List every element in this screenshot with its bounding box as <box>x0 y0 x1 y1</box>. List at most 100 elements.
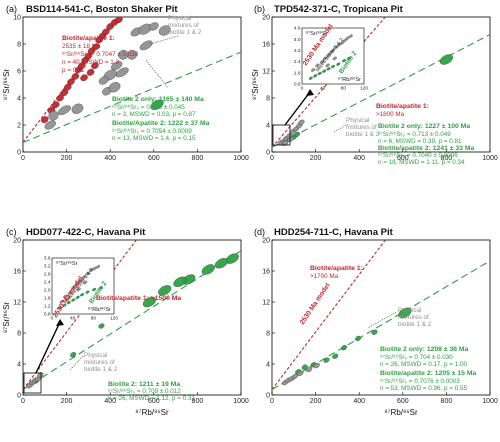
y-tick-label: 12 <box>13 299 21 306</box>
annotation: ⁸⁷Sr/⁸⁶Sr₀ = 0.709 ± 0.012 <box>108 388 181 395</box>
x-tick-label: 0 <box>270 155 274 162</box>
y-tick-label: 4 <box>17 361 21 368</box>
inset-y-tick-label: 4.8 <box>294 26 301 32</box>
annotation: Biotite/apatite 1: <box>62 35 115 42</box>
biotite1-point <box>86 68 95 76</box>
annotation: Physical <box>398 307 421 314</box>
x-tick-label: 200 <box>310 155 322 162</box>
inset-biotite2-point <box>336 62 341 66</box>
biotite1-point <box>51 101 60 109</box>
inset-mixture-point <box>81 275 86 280</box>
biotite1-point <box>80 74 88 82</box>
x-tick-label: 800 <box>441 155 453 162</box>
y-axis-label: ⁸⁷Sr/⁸⁶Sr <box>251 69 260 100</box>
mixture-point <box>305 366 313 373</box>
plot-frame <box>22 16 242 153</box>
inset-biotite2-point <box>58 306 62 310</box>
inset: 0 40 80 120 0.8 1.6 2.4 3.2 4.0 4.8 ⁸⁷Sr/⁸⁶Sr ⁸⁷Rb/… <box>272 26 368 146</box>
mixture-point <box>115 67 129 78</box>
model-isochron-line <box>23 240 137 390</box>
annotation: Physical <box>346 117 369 124</box>
mixture-point <box>158 25 171 36</box>
model-isochron-line <box>272 240 386 390</box>
y-tick-label: 16 <box>262 268 270 275</box>
annotation: ⁸⁷Sr/⁸⁶Sr₀ = 0.7040 ± 0.0006 <box>378 152 458 159</box>
biotite1-point <box>84 52 93 60</box>
biotite1-point <box>92 43 100 51</box>
zoom-arrowhead <box>56 319 64 326</box>
plot-area <box>23 240 241 391</box>
y-tick-label: 20 <box>262 237 270 244</box>
annotation: n = 53, MSWD = 0.96, p = 0.55 <box>380 385 467 392</box>
y-tick-label: 2 <box>17 122 21 129</box>
x-tick-label: 200 <box>61 155 73 162</box>
x-tick-label: 600 <box>397 155 409 162</box>
mixture-point <box>287 136 294 142</box>
biotite2-point <box>150 99 164 110</box>
mixture-point <box>118 49 129 60</box>
panel-title: TPD542-371-C, Tropicana Pit <box>274 4 404 15</box>
inset-y-tick-label: 1.2 <box>44 304 51 310</box>
biotite2-point <box>439 54 453 65</box>
inset-y-tick-label: 2.8 <box>44 272 51 278</box>
annotation: ⁸⁷Sr/⁸⁶Sr₀ = 0.7076 ± 0.0003 <box>380 378 460 385</box>
x-tick-label: 600 <box>148 398 160 405</box>
annotation: biotite 1 & 2 <box>398 321 432 328</box>
inset-biotite2-point <box>326 67 331 71</box>
inset-mixture-point <box>315 63 320 68</box>
annotation: n = 40, MSWD = 1.3 <box>62 59 120 66</box>
x-tick-label: 200 <box>310 398 322 405</box>
biotite1-point <box>91 62 99 69</box>
biotite2-point <box>323 357 330 363</box>
inset-mixture-point <box>67 291 72 295</box>
x-tick-label: 800 <box>192 398 204 405</box>
inset-mixture-point <box>322 56 328 61</box>
x-tick-label: 1000 <box>482 398 498 405</box>
biotite2-point <box>98 323 105 329</box>
inset-x-tick-label: 80 <box>341 86 347 92</box>
inset-mixture-point <box>59 299 64 304</box>
biotite2-point <box>201 264 215 275</box>
panel-label: (b) <box>254 4 265 14</box>
annotation: ⁸⁷Sr/⁸⁶Sr₀ = 0.720 ± 0.045 <box>112 104 185 111</box>
annotation: p = 0.11 <box>62 67 85 74</box>
y-tick-label: 0 <box>266 149 270 156</box>
inset-x-tick-label: 40 <box>320 86 326 92</box>
annotation: 2535 ± 18 Ma <box>62 43 101 50</box>
y-axis-label: ⁸⁷Sr/⁸⁶Sr <box>2 302 11 333</box>
x-tick-label: 0 <box>270 398 274 405</box>
inset-mixture-point <box>78 278 83 283</box>
panel-label: (c) <box>6 227 17 237</box>
inset-biotite2-point <box>71 298 76 302</box>
inset-x-tick-label: 80 <box>91 316 97 322</box>
annotation: Biotite 2: 1211 ± 19 Ma <box>108 381 180 388</box>
mixture-point <box>71 103 84 114</box>
biotite2-point <box>173 276 187 288</box>
inset-y-tick-label: 3.2 <box>44 264 51 270</box>
pointer-line <box>333 123 349 133</box>
inset-y-tick-label: 0.8 <box>294 82 301 88</box>
y-tick-label: 8 <box>266 330 270 337</box>
mixture-point <box>108 82 121 93</box>
inset-frame <box>51 257 115 315</box>
x-tick-label: 1000 <box>233 155 249 162</box>
biotite2-isochron-line <box>272 260 490 391</box>
annotation: Biotite 2 only: 1208 ± 36 Ma <box>380 346 469 353</box>
x-tick-label: 400 <box>353 155 365 162</box>
biotite1-point <box>60 89 69 96</box>
y-tick-label: 4 <box>17 95 21 102</box>
inset-x-label: ⁸⁷Rb/⁸⁶Sr <box>88 306 111 313</box>
pointer-line <box>367 311 397 329</box>
mixture-point <box>44 120 56 130</box>
plot-area <box>272 240 490 391</box>
x-tick-label: 200 <box>61 398 73 405</box>
annotation: biotite 1 & 2 <box>168 29 202 36</box>
mixture-point <box>313 362 320 369</box>
annotation: Biotite/apatite 2: 1241 ± 33 Ma <box>378 145 474 152</box>
annotation: n = 26, MSWD = 0.17, p = 1.00 <box>380 361 467 368</box>
inset-y-tick-label: 3.2 <box>294 48 301 54</box>
